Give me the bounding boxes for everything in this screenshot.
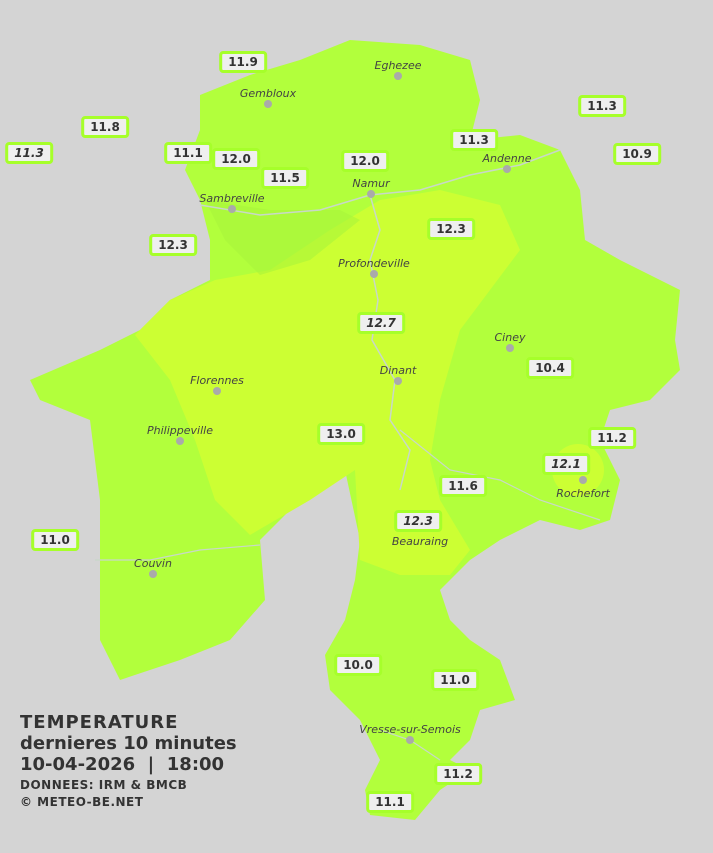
- temperature-station: 12.3: [149, 234, 197, 256]
- town-label: Florennes: [190, 374, 244, 387]
- temperature-station: 11.2: [588, 427, 636, 449]
- temperature-station: 11.2: [434, 763, 482, 785]
- legend-title: TEMPERATURE: [20, 712, 179, 733]
- temperature-station: 10.4: [526, 357, 574, 379]
- legend-copyright: © METEO-BE.NET: [20, 795, 144, 809]
- town-marker: [406, 736, 414, 744]
- town-marker: [176, 437, 184, 445]
- temperature-station: 10.0: [334, 654, 382, 676]
- temperature-station: 12.7: [357, 312, 405, 334]
- temperature-station: 13.0: [317, 423, 365, 445]
- temperature-station: 11.5: [261, 167, 309, 189]
- town-label: Vresse-sur-Semois: [359, 723, 461, 736]
- town-marker: [503, 165, 511, 173]
- temperature-station: 11.9: [219, 51, 267, 73]
- temperature-station: 11.1: [366, 791, 414, 813]
- zone-12: [135, 190, 520, 575]
- town-marker: [394, 377, 402, 385]
- temperature-station: 12.0: [212, 148, 260, 170]
- legend-datetime: 10-04-2026 | 18:00: [20, 754, 225, 775]
- temperature-station: 11.0: [31, 529, 79, 551]
- town-marker: [264, 100, 272, 108]
- town-label: Namur: [352, 177, 390, 190]
- temperature-station: 11.8: [81, 116, 129, 138]
- temperature-station: 11.6: [439, 475, 487, 497]
- temperature-station: 12.3: [394, 510, 442, 532]
- legend-subtitle: dernieres 10 minutes: [20, 733, 237, 754]
- legend: TEMPERATURE dernieres 10 minutes 10-04-2…: [20, 712, 237, 809]
- town-label: Andenne: [482, 152, 532, 165]
- temperature-station: 11.3: [578, 95, 626, 117]
- zone-11-north: [205, 200, 360, 275]
- town-label: Dinant: [379, 364, 417, 377]
- town-label: Couvin: [134, 557, 172, 570]
- town-label: Rochefort: [556, 487, 610, 500]
- town-marker: [370, 270, 378, 278]
- town-label: Profondeville: [338, 257, 410, 270]
- town-marker: [579, 476, 587, 484]
- town-marker: [228, 205, 236, 213]
- town-label: Eghezee: [374, 59, 422, 72]
- temperature-station: 12.3: [427, 218, 475, 240]
- town-marker: [149, 570, 157, 578]
- town-marker: [506, 344, 514, 352]
- temperature-station: 11.1: [164, 142, 212, 164]
- temperature-station: 12.0: [341, 150, 389, 172]
- town-marker: [367, 190, 375, 198]
- town-label: Beauraing: [391, 535, 449, 548]
- town-label: Philippeville: [147, 424, 213, 437]
- temperature-station: 11.3: [5, 142, 53, 164]
- temperature-station: 11.3: [450, 129, 498, 151]
- temperature-station: 11.0: [431, 669, 479, 691]
- river-meuse: [199, 149, 561, 491]
- town-label: Gembloux: [239, 87, 297, 100]
- town-marker: [394, 72, 402, 80]
- temperature-station: 10.9: [613, 143, 661, 165]
- town-label: Ciney: [494, 331, 526, 344]
- town-marker: [213, 387, 221, 395]
- temperature-station: 12.1: [542, 453, 590, 475]
- town-label: Sambreville: [199, 192, 265, 205]
- legend-source: DONNEES: IRM & BMCB: [20, 778, 188, 792]
